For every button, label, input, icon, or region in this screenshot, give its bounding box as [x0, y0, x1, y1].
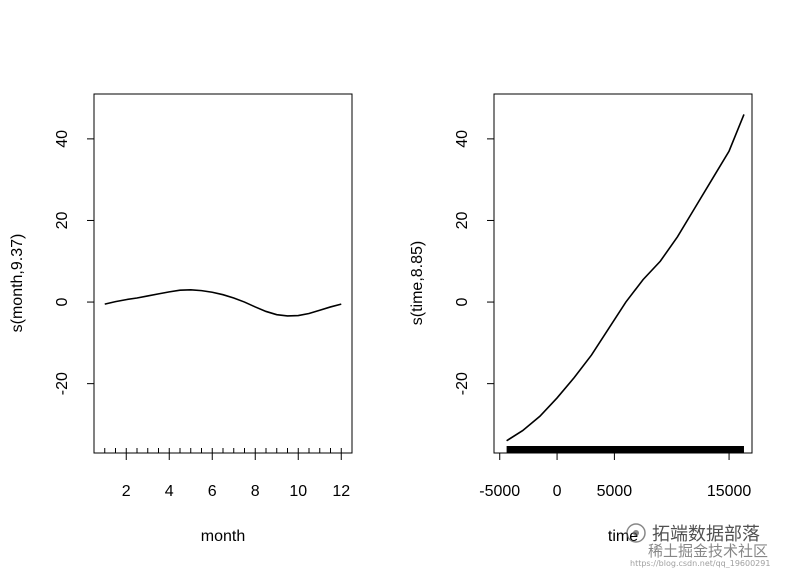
watermark-logo-icon [626, 523, 646, 543]
x-tick-label-0-0: 2 [122, 483, 131, 500]
tick-group-time: -5000 0 5000 15000 -20 0 20 40 [454, 130, 751, 500]
watermark-url: https://blog.csdn.net/qq_19600291 [630, 559, 770, 568]
x-tick-label-1-2: 5000 [597, 483, 633, 500]
x-tick-label-1-0: -5000 [479, 483, 520, 500]
x-tick-label-0-5: 12 [332, 483, 350, 500]
rug-time [506, 446, 744, 453]
x-tick-label-0-4: 10 [289, 483, 307, 500]
y-tick-label-1-3: 40 [454, 130, 471, 148]
watermark-line1: 拓端数据部落 [652, 524, 760, 545]
plot-frame-month [93, 93, 353, 454]
x-tick-label-1-3: 15000 [707, 483, 752, 500]
y-axis-label-month: s(month,9.37) [9, 234, 26, 333]
watermark: 拓端数据部落 稀土掘金技术社区 https://blog.csdn.net/qq… [626, 523, 770, 568]
y-axis-label-time: s(time,8.85) [409, 241, 426, 325]
y-tick-label-1-0: -20 [454, 372, 471, 395]
x-tick-label-1-1: 0 [553, 483, 562, 500]
y-tick-label-1-2: 20 [454, 211, 471, 229]
y-tick-label-0-2: 20 [54, 211, 71, 229]
y-tick-label-0-3: 40 [54, 130, 71, 148]
watermark-logo-inner-icon [633, 530, 639, 536]
x-tick-label-0-1: 4 [165, 483, 174, 500]
smooth-curve-month [104, 289, 342, 317]
panel-month: 2 4 6 8 10 12 -20 0 20 40 month s(month,9.37) [9, 93, 353, 545]
rug-month [104, 448, 342, 453]
y-tick-label-0-1: 0 [54, 298, 71, 307]
smooth-curve-time [506, 114, 745, 442]
x-tick-label-0-3: 8 [251, 483, 260, 500]
y-tick-label-1-1: 0 [454, 298, 471, 307]
x-axis-label-month: month [201, 528, 245, 545]
x-tick-label-0-2: 6 [208, 483, 217, 500]
y-tick-label-0-0: -20 [54, 372, 71, 395]
tick-group-month: 2 4 6 8 10 12 -20 0 20 40 [54, 130, 350, 500]
watermark-line2: 稀土掘金技术社区 [648, 542, 768, 560]
plot-frame-time [493, 93, 753, 454]
